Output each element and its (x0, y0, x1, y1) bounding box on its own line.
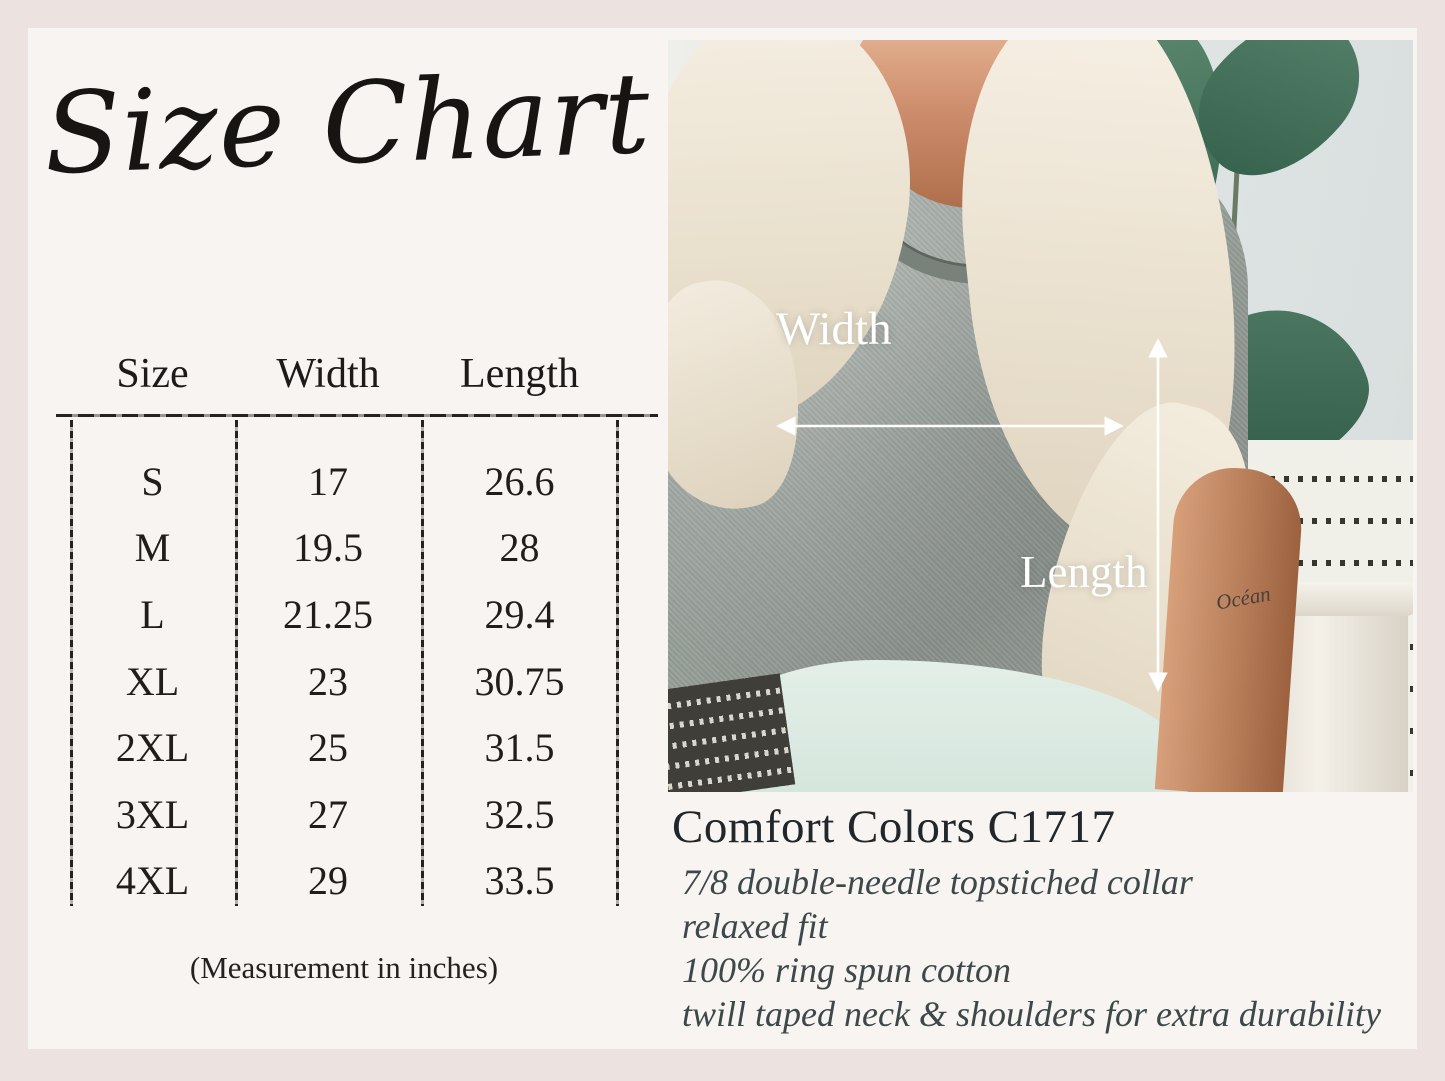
cell-width: 25 (308, 725, 348, 771)
cell-width: 17 (308, 458, 348, 504)
column-header-size: Size (116, 351, 189, 397)
table-column-divider (421, 420, 424, 906)
column-header-width: Width (276, 351, 380, 397)
feature-item: 100% ring spun cotton (682, 950, 1011, 990)
cell-size: 4XL (115, 858, 190, 904)
table-row: 2XL 25 31.5 (70, 714, 618, 781)
product-photo: Océan Width Length (668, 40, 1413, 792)
cell-length: 26.6 (484, 458, 555, 504)
cell-width: 29 (308, 858, 348, 904)
table-column-divider (235, 420, 238, 906)
cell-width: 19.5 (293, 525, 363, 571)
cell-length: 29.4 (484, 591, 555, 637)
cell-size: 3XL (115, 791, 190, 837)
cell-width: 21.25 (283, 591, 373, 637)
cell-length: 28 (499, 525, 540, 571)
cell-length: 32.5 (484, 791, 555, 837)
table-row: M 19.5 28 (70, 515, 618, 582)
table-row: S 17 26.6 (70, 448, 618, 515)
cell-size: M (134, 525, 171, 571)
table-column-divider (70, 420, 73, 906)
table-row: XL 23 30.75 (70, 648, 618, 715)
column-header-length: Length (460, 351, 579, 397)
cell-size: XL (125, 658, 180, 704)
length-measure-label: Length (1020, 547, 1148, 597)
measurement-units-note: (Measurement in inches) (189, 950, 499, 985)
table-header-rule (56, 414, 658, 417)
table-row: L 21.25 29.4 (70, 581, 618, 648)
table-column-divider (616, 420, 619, 906)
product-heading: Comfort Colors C1717 (672, 801, 1116, 853)
feature-item: twill taped neck & shoulders for extra d… (682, 994, 1381, 1034)
width-measure-label: Width (776, 303, 892, 355)
cell-size: S (141, 458, 164, 504)
cell-length: 30.75 (474, 658, 565, 704)
feature-item: relaxed fit (682, 906, 828, 946)
feature-item: 7/8 double-needle topstiched collar (682, 862, 1193, 902)
cell-width: 23 (308, 658, 348, 704)
cell-length: 31.5 (484, 725, 555, 771)
size-table-body: S 17 26.6 M 19.5 28 L 21.25 29.4 XL 23 3… (70, 448, 618, 914)
table-header-row: Size Width Length (70, 350, 618, 398)
cell-size: L (140, 591, 165, 637)
feature-list: 7/8 double-needle topstiched collar rela… (682, 860, 1381, 1036)
cell-size: 2XL (115, 725, 190, 771)
cell-length: 33.5 (484, 858, 555, 904)
table-row: 4XL 29 33.5 (70, 848, 618, 915)
page-title: Size Chart (41, 48, 653, 200)
cell-width: 27 (308, 791, 348, 837)
table-row: 3XL 27 32.5 (70, 781, 618, 848)
measurement-arrows (776, 338, 1168, 692)
